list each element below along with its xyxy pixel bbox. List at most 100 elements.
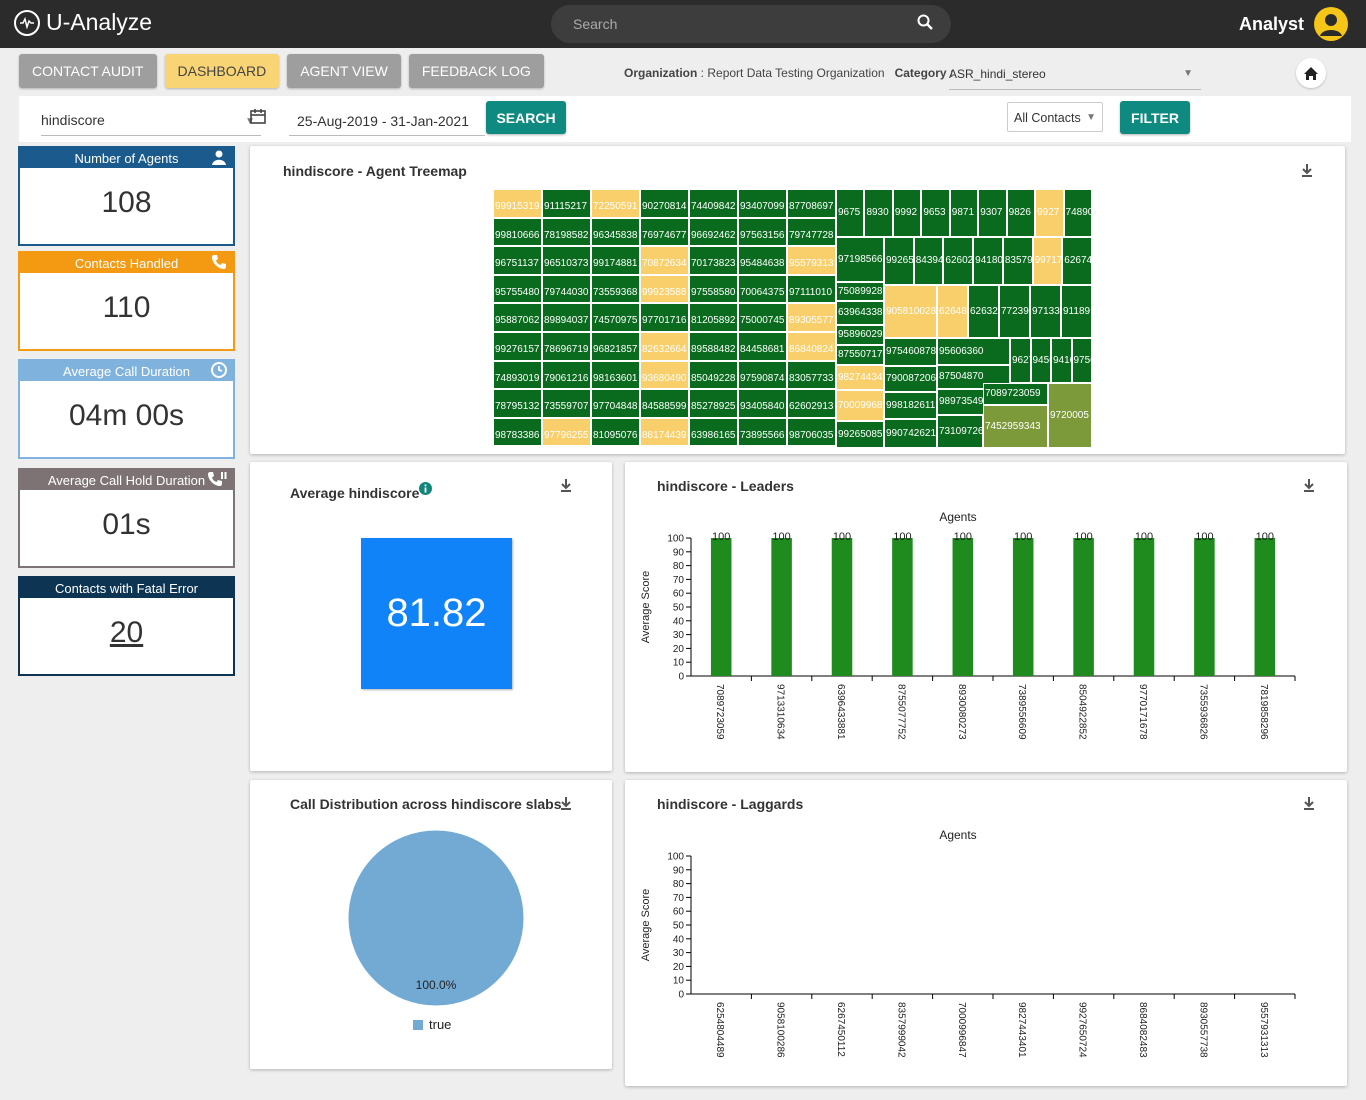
treemap-cell[interactable]: 990742621 [884, 419, 937, 448]
treemap-cell[interactable]: 96345838 [591, 217, 640, 247]
treemap-cell[interactable]: 96510373 [542, 246, 591, 275]
treemap-cell[interactable]: 70064375 [738, 274, 787, 304]
treemap-cell[interactable]: 75000745 [738, 303, 787, 332]
treemap-cell[interactable]: 8930 [864, 189, 893, 237]
treemap-cell[interactable]: 74890 [1063, 189, 1092, 237]
treemap-cell[interactable]: 95755480 [493, 274, 542, 304]
treemap-cell[interactable]: 98274434 [836, 365, 884, 390]
download-icon[interactable] [560, 478, 572, 492]
treemap-cell[interactable]: 88174439 [640, 417, 689, 447]
treemap-cell[interactable]: 99174881 [591, 246, 640, 275]
treemap-cell[interactable]: 96821857 [591, 332, 640, 361]
kpi-value-link[interactable]: 20 [109, 616, 144, 649]
treemap-cell[interactable]: 9992 [892, 189, 922, 237]
treemap-cell[interactable]: 98706035 [787, 417, 836, 447]
treemap-cell[interactable]: 790087206 [884, 366, 937, 392]
info-icon[interactable] [419, 482, 433, 495]
treemap-cell[interactable]: 70009968 [836, 390, 884, 421]
treemap-cell[interactable]: 7089723059 [983, 383, 1048, 405]
treemap-cell[interactable]: 83579 [1002, 237, 1033, 285]
treemap-cell[interactable]: 87504870 [937, 365, 1010, 389]
treemap-cell[interactable]: 78198582 [542, 217, 591, 247]
treemap-cell[interactable]: 97590874 [738, 360, 787, 390]
tab-dashboard[interactable]: DASHBOARD [164, 54, 280, 88]
download-icon[interactable] [1301, 163, 1313, 177]
treemap-cell[interactable]: 99717 [1032, 237, 1063, 285]
treemap-cell[interactable]: 87708697 [787, 189, 836, 218]
tab-feedback-log[interactable]: FEEDBACK LOG [408, 54, 544, 88]
treemap-cell[interactable]: 83057733 [787, 360, 836, 390]
treemap-cell[interactable]: 78795132 [493, 389, 542, 418]
treemap-cell[interactable]: 89588482 [689, 332, 738, 361]
treemap-cell[interactable]: 62602 [943, 237, 974, 285]
bar[interactable] [1133, 538, 1155, 676]
bar[interactable] [952, 538, 974, 676]
treemap-cell[interactable]: 89305577 [787, 303, 836, 332]
treemap-cell[interactable]: 975460878 [884, 338, 937, 366]
treemap-cell[interactable]: 91115217 [542, 189, 591, 218]
download-icon[interactable] [1303, 478, 1315, 492]
bar[interactable] [1254, 538, 1276, 676]
treemap-cell[interactable]: 62674 [1062, 237, 1092, 285]
treemap-cell[interactable]: 70872634 [640, 246, 689, 275]
bar[interactable] [831, 538, 853, 676]
treemap-cell[interactable]: 91189 [1061, 285, 1092, 338]
treemap-cell[interactable]: 94180 [973, 237, 1003, 285]
treemap-cell[interactable]: 82632664 [640, 332, 689, 361]
treemap-cell[interactable]: 93405840 [738, 389, 787, 418]
treemap-cell[interactable]: 639643388 [836, 301, 884, 325]
treemap-cell[interactable]: 81095076 [591, 417, 640, 447]
treemap-cell[interactable]: 93680490 [640, 360, 689, 390]
treemap-cell[interactable]: 99923588 [640, 274, 689, 304]
treemap-cell[interactable]: 85049228 [689, 360, 738, 390]
treemap-cell[interactable]: 95484638 [738, 246, 787, 275]
treemap-cell[interactable]: 77239 [999, 285, 1030, 338]
avatar-icon[interactable] [1314, 7, 1348, 41]
treemap-cell[interactable]: 9756 [1071, 338, 1092, 383]
treemap-cell[interactable]: 76974677 [640, 217, 689, 247]
treemap-cell[interactable]: 9826 [1006, 189, 1036, 237]
treemap-cell[interactable]: 99276157 [493, 332, 542, 361]
treemap-cell[interactable]: 84588599 [640, 389, 689, 418]
treemap-cell[interactable]: 86840824 [787, 332, 836, 361]
treemap-cell[interactable]: 96692462 [689, 217, 738, 247]
treemap-cell[interactable]: 93407099 [738, 189, 787, 218]
category-select[interactable]: ASR_hindi_stereo ▼ [949, 58, 1201, 90]
treemap-cell[interactable]: 84458681 [738, 332, 787, 361]
bar[interactable] [892, 538, 913, 676]
treemap-cell[interactable]: 73559368 [591, 274, 640, 304]
bar[interactable] [1194, 538, 1215, 676]
treemap-cell[interactable]: 63986165 [689, 417, 738, 447]
treemap-cell[interactable]: 73559707 [542, 389, 591, 418]
treemap-cell[interactable]: 7452959343 [983, 405, 1048, 448]
search-button[interactable]: SEARCH [486, 101, 566, 134]
treemap-cell[interactable]: 62648 [937, 285, 968, 338]
parameter-select[interactable]: hindiscore ▼ [41, 104, 261, 136]
treemap-cell[interactable]: 96751137 [493, 246, 542, 275]
legend-label[interactable]: true [429, 1017, 451, 1032]
treemap-cell[interactable]: 95606360 [937, 338, 1010, 365]
treemap-cell[interactable]: 9627 [1010, 338, 1031, 383]
treemap-cell[interactable]: 72250591 [591, 189, 640, 218]
bar[interactable] [710, 538, 732, 676]
treemap-cell[interactable]: 97701716 [640, 303, 689, 332]
treemap-cell[interactable]: 79061216 [542, 360, 591, 390]
treemap-cell[interactable]: 97558580 [689, 274, 738, 304]
treemap-cell[interactable]: 97704848 [591, 389, 640, 418]
treemap-cell[interactable]: 9927 [1035, 189, 1064, 237]
treemap-cell[interactable]: 998182611 [884, 392, 937, 419]
treemap-cell[interactable]: 75089928 [836, 282, 884, 301]
pie-slice[interactable] [347, 829, 525, 1007]
search-icon[interactable] [917, 14, 933, 35]
treemap-cell[interactable]: 90270814 [640, 189, 689, 218]
bar[interactable] [1073, 538, 1094, 676]
treemap-cell[interactable]: 99265 [884, 237, 914, 285]
treemap-cell[interactable]: 905810028 [884, 285, 937, 338]
treemap-cell[interactable]: 81205892 [689, 303, 738, 332]
user-menu[interactable]: Analyst [1239, 7, 1348, 41]
treemap-cell[interactable]: 97198566 [836, 237, 884, 282]
treemap-cell[interactable]: 78696719 [542, 332, 591, 361]
treemap-cell[interactable]: 9456 [1030, 338, 1051, 383]
treemap-cell[interactable]: 84394 [913, 237, 944, 285]
treemap-cell[interactable]: 74409842 [689, 189, 738, 218]
